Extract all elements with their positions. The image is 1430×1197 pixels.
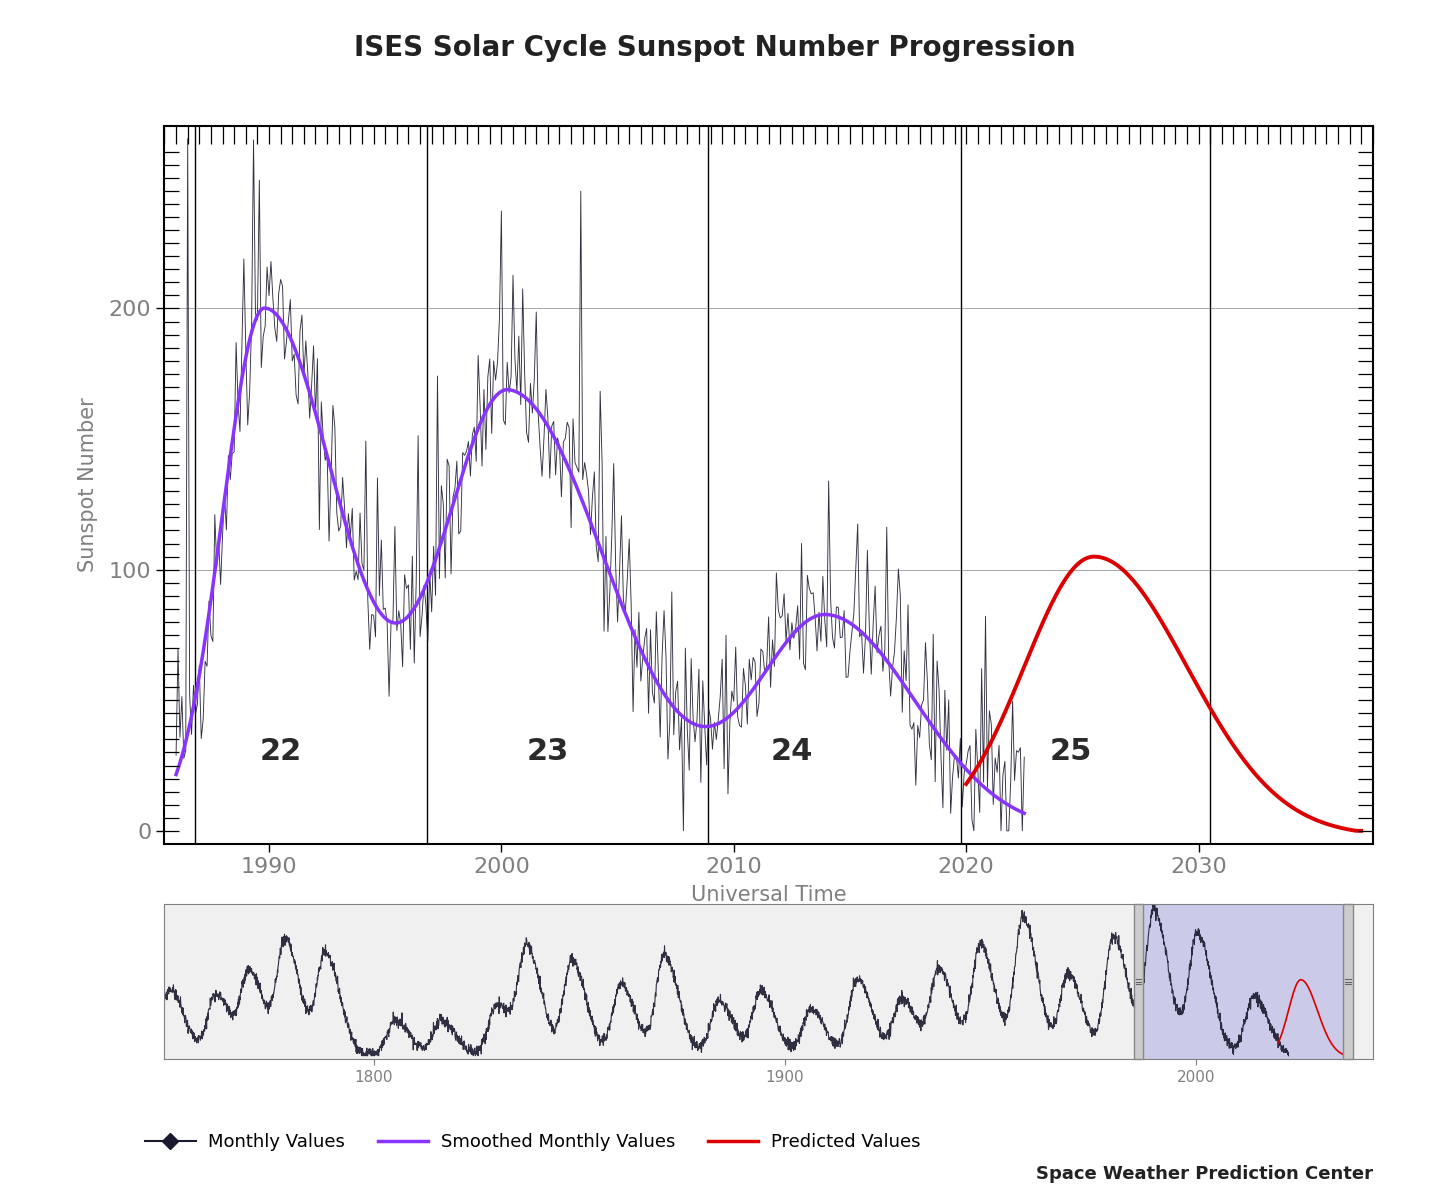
Y-axis label: Sunspot Number: Sunspot Number [77,397,97,572]
FancyBboxPatch shape [1134,904,1144,1059]
Text: 22: 22 [259,736,302,766]
X-axis label: Universal Time: Universal Time [691,886,847,905]
FancyBboxPatch shape [1343,904,1353,1059]
Text: 25: 25 [1050,736,1093,766]
Text: Space Weather Prediction Center: Space Weather Prediction Center [1035,1165,1373,1183]
Text: ISES Solar Cycle Sunspot Number Progression: ISES Solar Cycle Sunspot Number Progress… [355,34,1075,61]
Legend: Monthly Values, Smoothed Monthly Values, Predicted Values: Monthly Values, Smoothed Monthly Values,… [137,1125,928,1157]
Bar [1138,904,1348,1059]
Text: 24: 24 [771,736,814,766]
Text: 23: 23 [526,736,569,766]
